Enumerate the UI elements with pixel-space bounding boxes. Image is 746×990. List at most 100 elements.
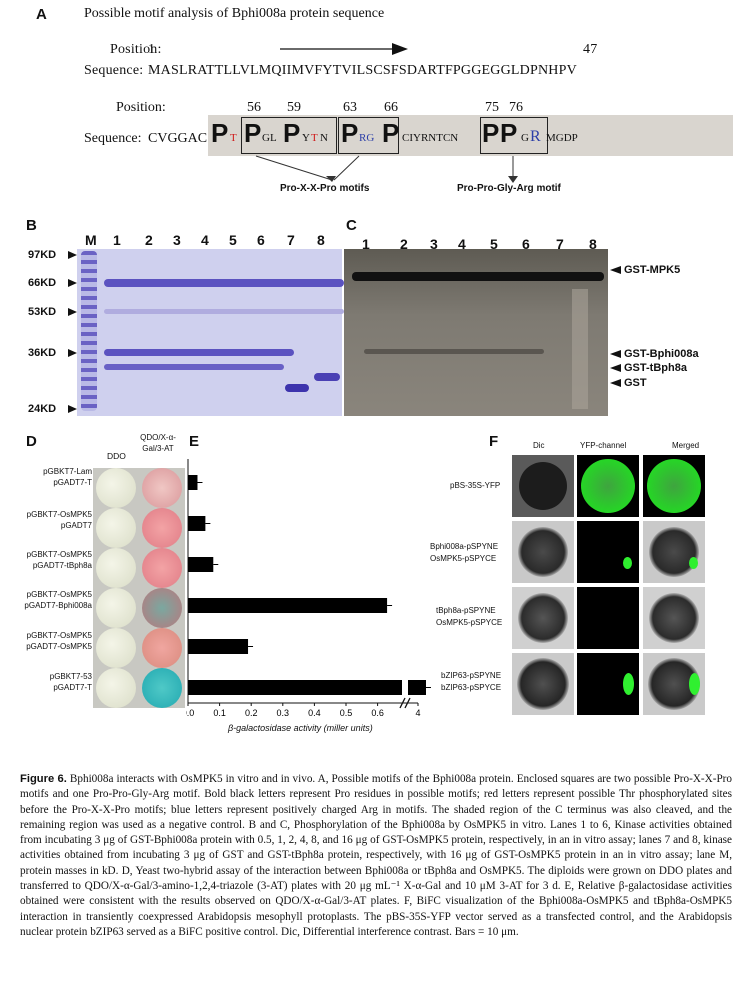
bar [188,475,198,490]
panel-d-letter: D [26,433,37,450]
image-dic [512,455,574,517]
x-tick-label: 4 [415,708,420,718]
residue-t-red: T [311,132,318,144]
colony-qdo [142,628,182,668]
image-merged [643,587,705,649]
yeast-plate-bg [93,468,185,708]
position-start: 1 [148,42,156,57]
marker-label: 36KD [28,347,57,359]
band-gst-tbph8a [314,373,340,381]
lane-smear [572,289,588,409]
lane-label: 6 [522,236,530,252]
col-dic: Dic [533,441,545,450]
axis-break-gap [402,678,408,697]
band-faint [104,309,344,314]
colony-qdo [142,468,182,508]
lane-label: 3 [430,236,438,252]
col-yfp: YFP-channel [580,441,627,450]
shaded-sequence-region [208,115,733,156]
construct-label: bZIP63-pSPYNE bZIP63-pSPYCE [441,671,502,692]
panel-b-letter: B [26,217,37,234]
image-merged [643,455,705,517]
x-tick-label: 0.6 [371,708,384,718]
direction-arrow [280,43,408,55]
sequence-label-2: Sequence: [84,131,142,146]
image-yfp [577,653,639,715]
motif-box-3 [480,117,548,154]
seq2-prefix: CVGGAC [148,131,208,146]
bar [188,557,214,572]
pos-63: 63 [343,100,357,115]
label-gst-mpk5: GST-MPK5 [624,264,681,276]
image-merged [643,521,705,583]
pos-56: 56 [247,100,261,115]
residue-p: P [500,118,518,148]
lane-label: 1 [113,232,121,248]
marker-label: 53KD [28,306,57,318]
strain-label: pGBKT7-OsMPK5 pGADT7-tBph8a [26,550,92,570]
residue-p: P [341,118,359,148]
bar [188,598,388,613]
bar-chart-svg: 0.0 0.1 0.2 0.3 0.4 0.5 0.6 4 [182,459,431,718]
panel-e-letter: E [189,433,200,450]
strain-label: pGBKT7-OsMPK5 pGADT7-Bphi008a [24,590,92,610]
label-gst-tbph8a: GST-tBph8a [624,362,687,374]
bar [188,639,249,654]
col-merged: Merged [672,441,700,450]
residue-p: P [482,118,500,148]
panel-a-title: Possible motif analysis of Bphi008a prot… [84,6,385,21]
colony-ddo [96,468,136,508]
marker-arrows [68,251,77,413]
lane-label: 3 [173,232,181,248]
image-dic [512,521,574,583]
lane-label: 4 [201,232,209,248]
axis-break-mark [404,697,411,709]
strain-label: pGBKT7-Lam pGADT7-T [43,467,92,487]
x-tick-label: 0.1 [213,708,226,718]
lane-label: 5 [490,236,498,252]
bar [188,516,206,531]
band-arrows [610,266,621,387]
pos-66: 66 [384,100,398,115]
panel-f-letter: F [489,433,499,450]
lane-label: 1 [362,236,370,252]
motif-label-2: Pro-Pro-Gly-Arg motif [457,183,561,194]
position-end: 47 [583,42,598,57]
strain-label: pGBKT7-OsMPK5 pGADT7 [26,510,92,530]
pos-75: 75 [485,100,499,115]
residue-p: P [283,118,301,148]
marker-label: 24KD [28,403,57,415]
lane-label: 7 [556,236,564,252]
residue-r-blue: R [530,128,541,145]
residue-p: P [382,118,400,148]
colony-ddo [96,548,136,588]
x-tick-label: 0.4 [308,708,321,718]
residue-p: P [211,118,229,148]
sequence-label: Sequence: [84,63,144,78]
position-label: Position: [110,42,162,57]
lane-label: 7 [287,232,295,248]
construct-label: pBS-35S-YFP [450,481,501,490]
pos-59: 59 [287,100,301,115]
motif-box-2 [338,117,399,154]
gel-b [77,249,344,416]
residue-p: P [244,118,262,148]
caption-label: Figure 6. [20,773,67,785]
image-yfp [577,587,639,649]
caption-text: Bphi008a interacts with OsMPK5 in vitro … [20,773,732,938]
colony-qdo [142,668,182,708]
colony-qdo [142,588,182,628]
marker-lane [81,251,97,411]
band-gst-mpk5 [352,272,604,281]
motif-pointer-lines [255,155,518,183]
image-dic [512,587,574,649]
x-axis-label: β-galactosidase activity (miller units) [228,723,373,733]
panel-c-letter: C [346,217,357,234]
label-gst-bphi008a: GST-Bphi008a [624,348,699,360]
position-label-2: Position: [116,100,166,115]
band-gst-bphi008a [104,349,294,356]
label-gst: GST [624,377,647,389]
image-yfp [577,455,639,517]
residue-n: N [320,132,328,144]
colony-ddo [96,508,136,548]
